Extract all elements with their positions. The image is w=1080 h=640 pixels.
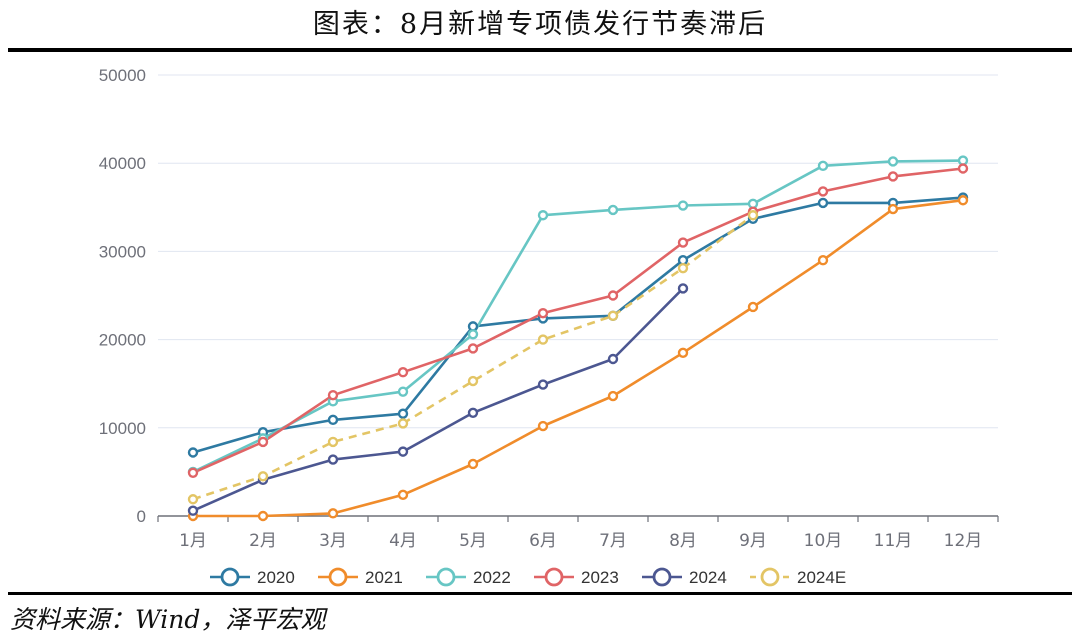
- legend-label-2020: 2020: [257, 568, 295, 587]
- data-point-2023: [397, 367, 409, 378]
- legend-marker-2024: [652, 567, 672, 587]
- data-point-2021: [537, 420, 549, 432]
- source-note: 资料来源：Wind，泽平宏观: [10, 605, 326, 634]
- data-point-2024E: [607, 310, 619, 321]
- data-point-2021: [747, 301, 759, 313]
- data-point-2024: [397, 446, 409, 457]
- x-tick-label: 4月: [389, 531, 417, 551]
- data-point-2021: [957, 195, 969, 206]
- data-point-2024E: [467, 375, 479, 387]
- legend-marker-2021: [328, 567, 348, 587]
- x-tick-label: 3月: [319, 531, 347, 551]
- data-point-2020: [327, 414, 339, 426]
- chart-title: 图表：8月新增专项债发行节奏滞后: [312, 9, 768, 40]
- x-tick-label: 6月: [529, 531, 557, 551]
- data-point-2024: [187, 505, 199, 516]
- data-point-2022: [677, 200, 689, 211]
- x-tick-label: 7月: [599, 531, 627, 551]
- x-tick-label: 10月: [804, 531, 843, 551]
- data-point-2021: [887, 203, 899, 215]
- data-point-2024: [537, 379, 549, 390]
- data-point-2024E: [677, 262, 689, 274]
- series-line-2023: [192, 167, 964, 474]
- data-point-2024E: [327, 436, 339, 448]
- data-point-2022: [887, 156, 899, 167]
- data-point-2023: [817, 186, 829, 197]
- data-point-2022: [467, 329, 479, 340]
- series-line-2022: [192, 159, 964, 474]
- data-point-2024E: [537, 334, 549, 345]
- legend-label-2024: 2024: [689, 568, 727, 587]
- data-point-2021: [607, 390, 619, 402]
- legend-marker-2024E: [760, 567, 780, 587]
- legend-marker-2023: [544, 567, 564, 587]
- data-point-2020: [397, 408, 409, 419]
- series-line-2024E: [192, 214, 754, 501]
- series-line-2020: [192, 196, 964, 454]
- data-point-2021: [397, 489, 409, 501]
- bottom-rule: [8, 592, 1072, 595]
- series-points: [187, 155, 969, 522]
- series-line-2024: [192, 287, 684, 512]
- data-point-2024E: [747, 210, 759, 221]
- data-point-2020: [187, 447, 199, 458]
- data-point-2021: [327, 508, 339, 519]
- legend-label-2023: 2023: [581, 568, 619, 587]
- data-point-2023: [537, 307, 549, 319]
- legend-label-2024E: 2024E: [797, 568, 846, 587]
- legend-marker-2022: [436, 567, 456, 587]
- x-axis: 1月 2月 3月 4月 5月 6月 7月 8月 9月 10月 11月 12月: [157, 515, 999, 551]
- x-tick-label: 9月: [739, 531, 767, 551]
- data-point-2023: [887, 171, 899, 182]
- y-axis: 0 10000 20000 30000 40000 50000: [99, 66, 146, 526]
- x-tick-label: 2月: [249, 531, 277, 551]
- y-tick-label: 10000: [99, 419, 146, 438]
- x-tick-label: 1月: [179, 531, 207, 551]
- data-point-2023: [957, 163, 969, 174]
- y-tick-label: 40000: [99, 154, 146, 173]
- y-tick-label: 30000: [99, 242, 146, 261]
- data-point-2024: [327, 454, 339, 465]
- data-point-2023: [677, 237, 689, 248]
- data-point-2024: [677, 283, 689, 294]
- legend-label-2021: 2021: [365, 568, 403, 587]
- y-tick-label: 20000: [99, 331, 146, 350]
- data-point-2023: [187, 467, 199, 478]
- top-rule: [8, 48, 1072, 52]
- data-point-2021: [677, 347, 689, 359]
- data-point-2023: [257, 436, 269, 448]
- x-tick-label: 12月: [944, 531, 983, 551]
- data-point-2024E: [257, 471, 269, 482]
- x-tick-label: 5月: [459, 531, 487, 551]
- y-tick-label: 50000: [99, 66, 146, 85]
- data-point-2021: [257, 510, 269, 522]
- legend: 2020 2021 2022 2023 2024 2024E: [210, 567, 846, 587]
- line-chart: 0 10000 20000 30000 40000 50000 1月 2月 3月 4月 5月 6月 7…: [99, 66, 999, 587]
- data-point-2022: [537, 210, 549, 221]
- x-tick-label: 8月: [669, 531, 697, 551]
- series-lines: [192, 159, 964, 518]
- data-point-2020: [817, 197, 829, 209]
- data-point-2024: [607, 353, 619, 365]
- data-point-2022: [817, 160, 829, 172]
- data-point-2023: [607, 290, 619, 301]
- data-point-2021: [817, 255, 829, 266]
- x-tick-label: 11月: [874, 531, 913, 551]
- data-point-2024E: [397, 418, 409, 429]
- data-point-2022: [607, 204, 619, 216]
- grid-lines: [158, 74, 998, 429]
- data-point-2023: [327, 389, 339, 401]
- data-point-2024E: [187, 494, 199, 505]
- y-tick-label: 0: [137, 507, 146, 526]
- series-line-2021: [193, 198, 964, 518]
- data-point-2024: [467, 407, 479, 419]
- data-point-2021: [467, 458, 479, 470]
- data-point-2023: [467, 343, 479, 354]
- legend-marker-2020: [220, 567, 240, 587]
- legend-label-2022: 2022: [473, 568, 511, 587]
- data-point-2022: [397, 386, 409, 397]
